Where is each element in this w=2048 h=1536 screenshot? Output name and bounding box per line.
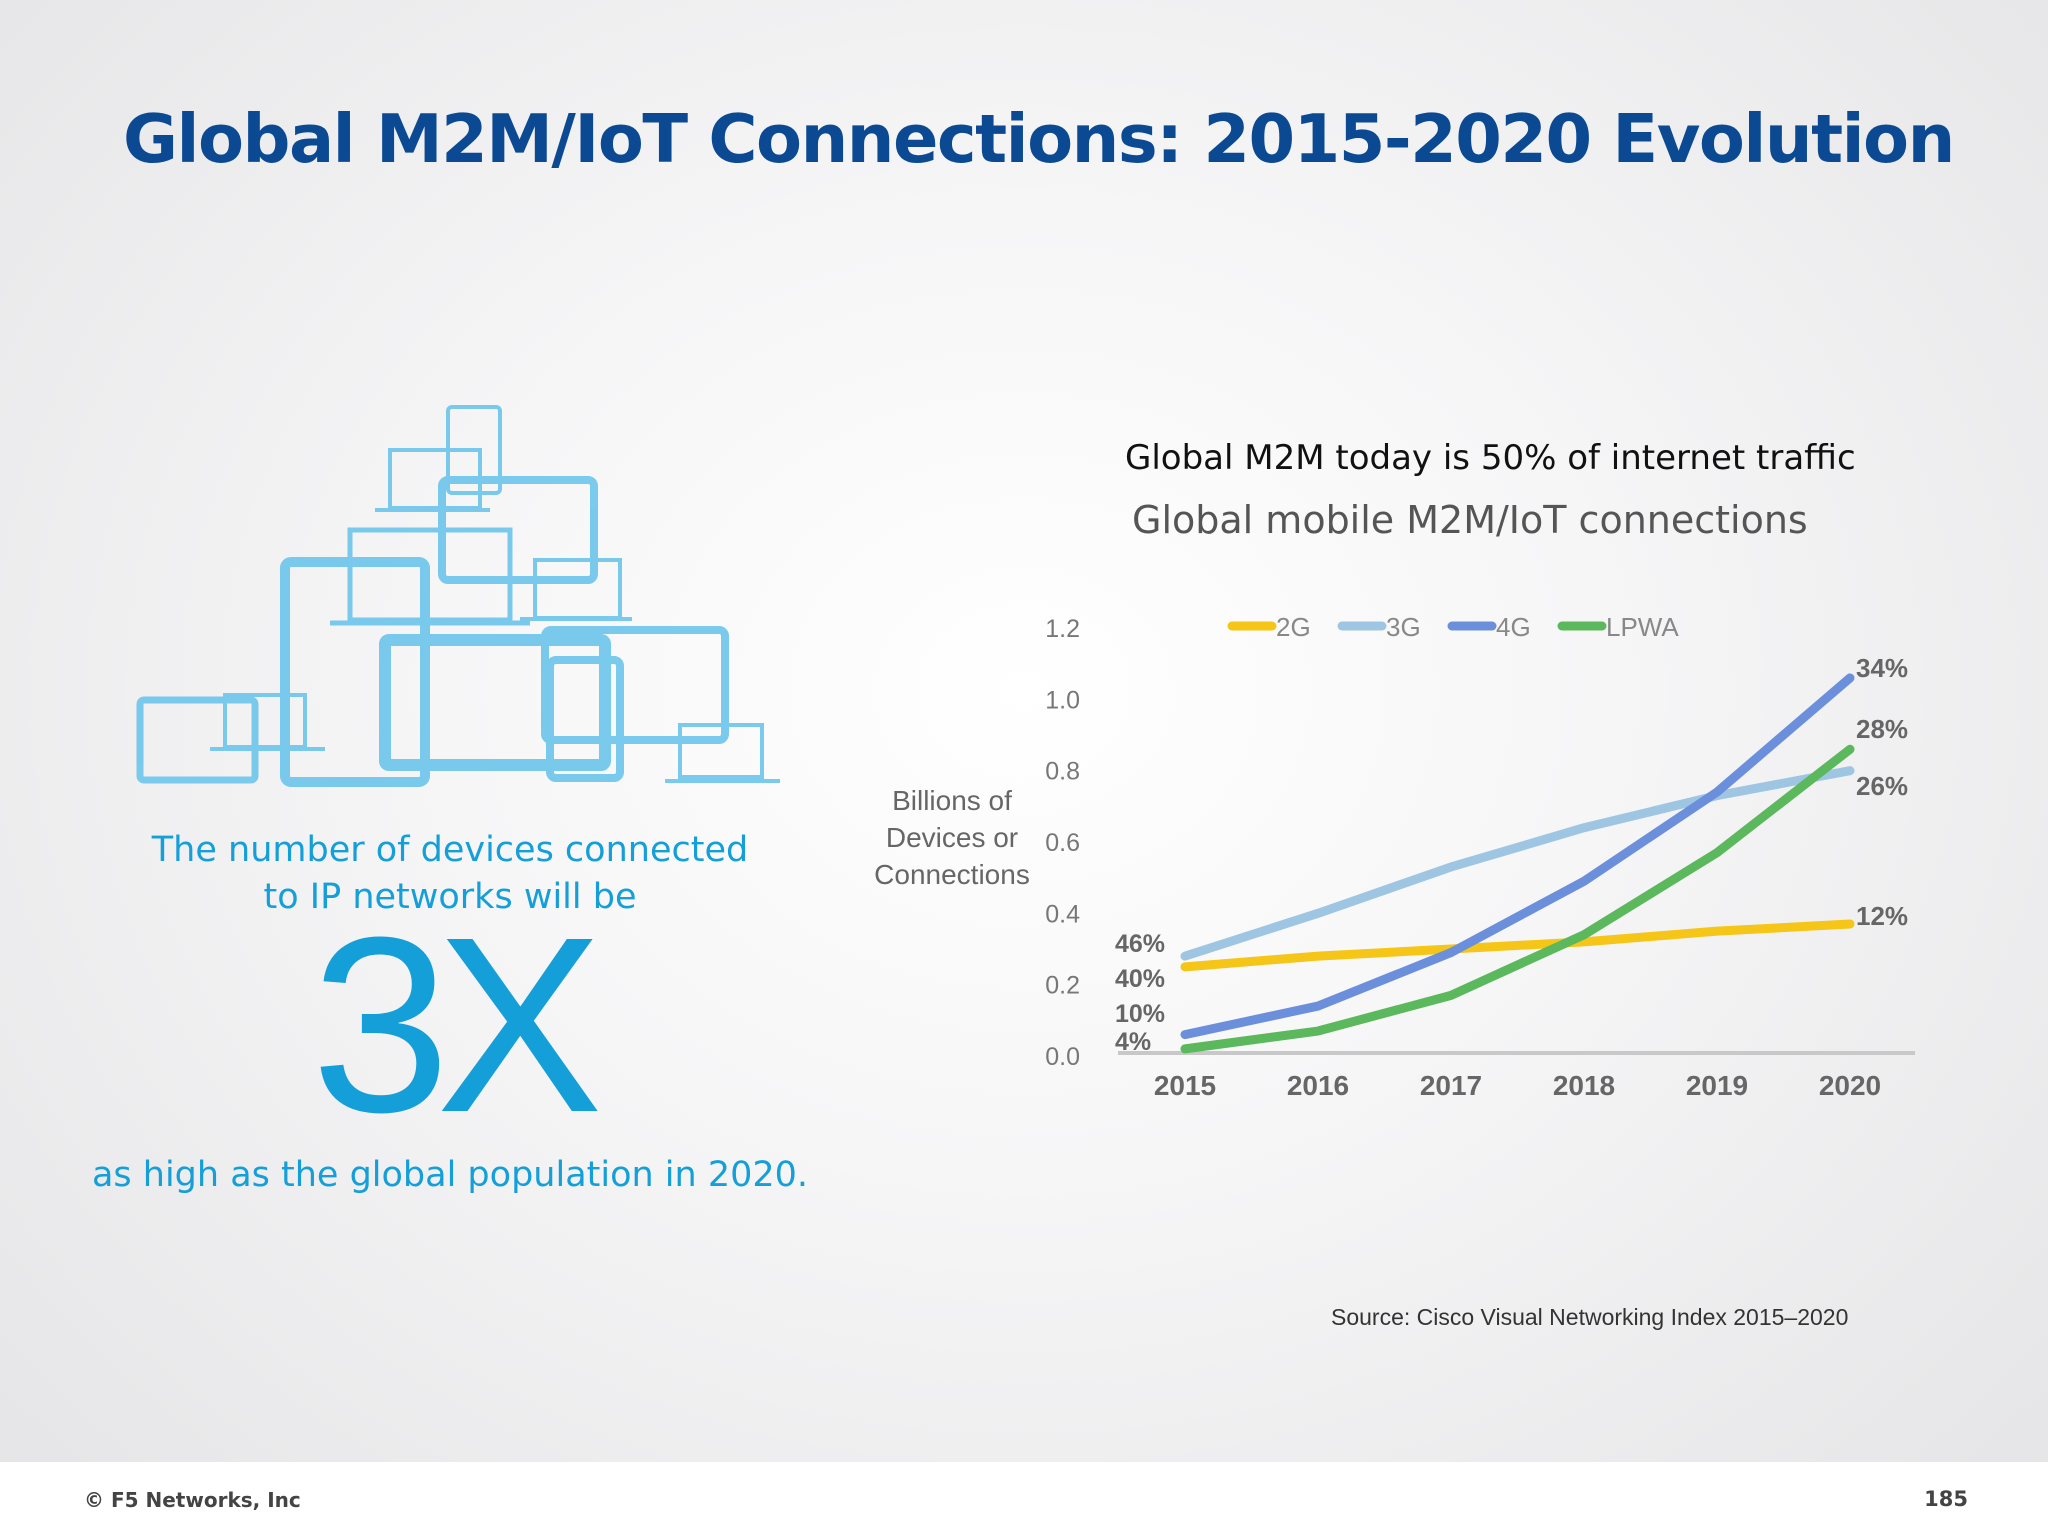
y-axis-label-line: Devices or [886,822,1018,853]
series-line-lpwa [1180,744,1855,1054]
start-label-2g: 40% [1115,965,1165,993]
x-tick-label: 2016 [1287,1070,1349,1101]
end-label-2g: 12% [1856,901,1908,931]
start-label-lpwa: 4% [1115,1028,1151,1056]
stat-big-number: 3X [311,885,603,1164]
y-tick-label: 0.0 [1045,1043,1080,1071]
data-labels: 40% 12% 46% 26% 10% 34% 4% 28% [1115,653,1908,1056]
y-axis-label-line: Connections [874,859,1030,890]
legend-item-label: LPWA [1606,612,1679,642]
legend-item-label: 2G [1276,612,1311,642]
chart-headline: Global M2M today is 50% of internet traf… [1125,438,1856,478]
start-label-3g: 46% [1115,930,1165,958]
y-tick-label: 0.6 [1045,829,1080,857]
page-number: 185 [1924,1487,1968,1511]
legend-item-label: 4G [1496,612,1531,642]
y-tick-label: 0.4 [1045,900,1080,928]
x-tick-label: 2020 [1819,1070,1881,1101]
footer-bar [0,1462,2048,1536]
stat-text-line1: The number of devices connected [151,830,749,870]
y-tick-label: 1.2 [1045,615,1080,643]
series-line-4g [1180,673,1855,1040]
y-axis-label-line: Billions of [892,785,1012,816]
x-tick-label: 2018 [1553,1070,1615,1101]
footer-copyright: © F5 Networks, Inc [84,1488,301,1512]
legend-item-label: 3G [1386,612,1421,642]
series-line-2g [1180,919,1855,972]
y-tick-label: 0.8 [1045,758,1080,786]
chart-title: Global mobile M2M/IoT connections [1132,498,1808,542]
x-axis-ticks: 2015 2016 2017 2018 2019 2020 [1154,1070,1881,1101]
chart-series [1180,673,1855,1054]
slide-title: Global M2M/IoT Connections: 2015-2020 Ev… [123,100,1955,178]
y-axis-label: Billions of Devices or Connections [874,785,1030,890]
stat-text-line3: as high as the global population in 2020… [91,1155,809,1195]
x-tick-label: 2017 [1420,1070,1482,1101]
y-tick-label: 0.2 [1045,972,1080,1000]
end-label-4g: 34% [1856,653,1908,683]
end-label-lpwa: 28% [1856,714,1908,744]
x-tick-label: 2015 [1154,1070,1216,1101]
x-tick-label: 2019 [1686,1070,1748,1101]
chart-legend: 2G 3G 4G LPWA [1227,612,1679,642]
source-note: Source: Cisco Visual Networking Index 20… [1331,1304,1849,1330]
y-tick-label: 1.0 [1045,686,1080,714]
y-axis-ticks: 0.0 0.2 0.4 0.6 0.8 1.0 1.2 [1045,615,1080,1071]
series-line-3g [1180,766,1855,961]
stat-text-line2: to IP networks will be [263,877,637,917]
end-label-3g: 26% [1856,771,1908,801]
connected-devices-icon [136,405,780,787]
start-label-4g: 10% [1115,1000,1165,1028]
